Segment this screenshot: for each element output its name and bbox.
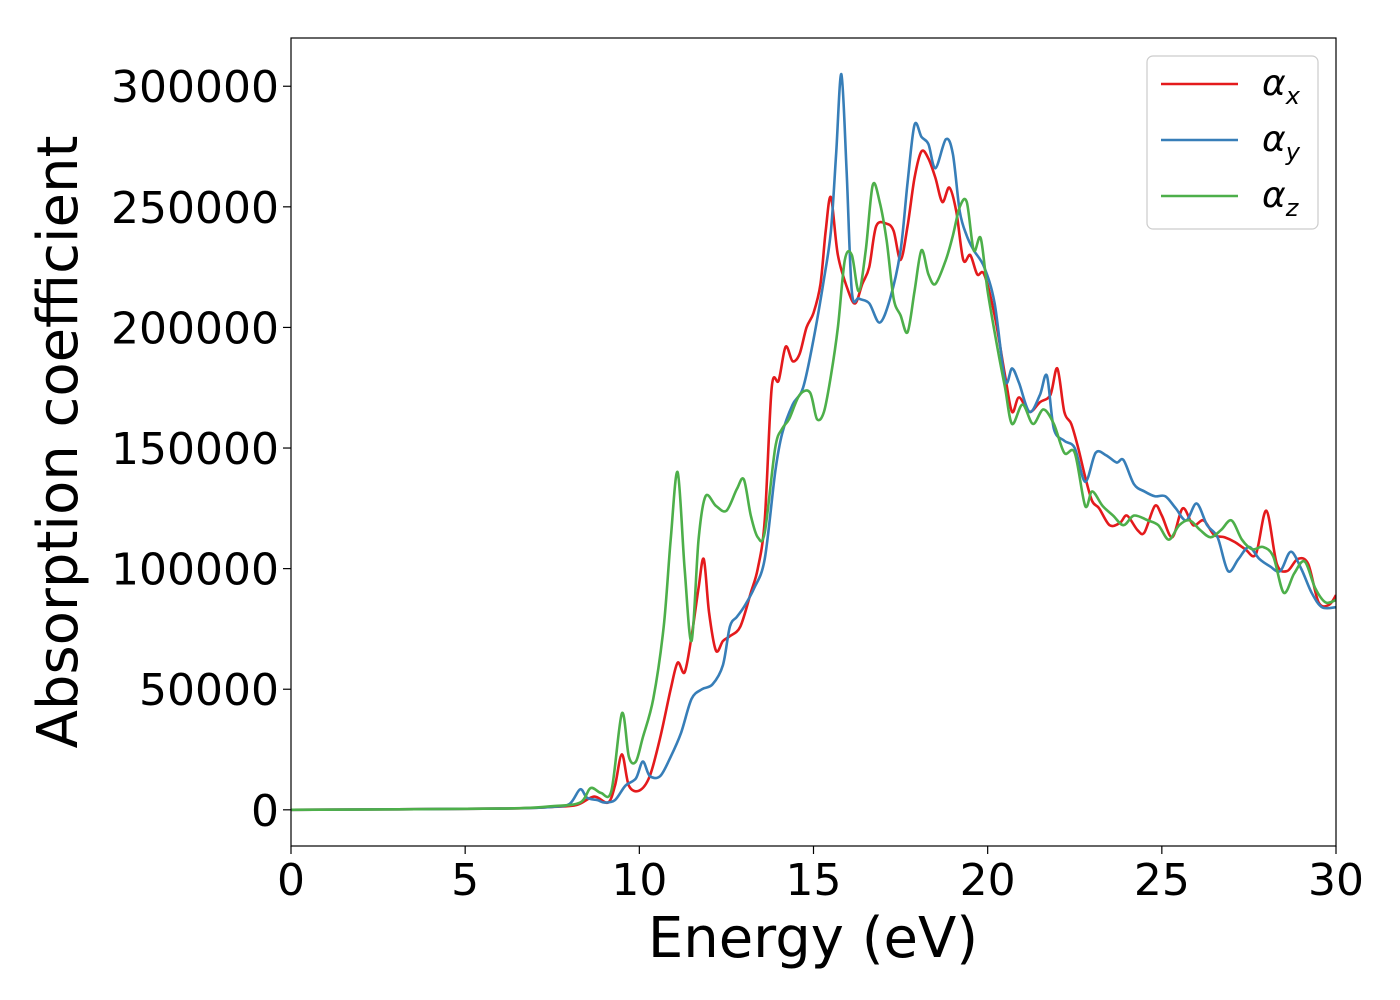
legend-label-alpha-z: αz (1262, 175, 1300, 222)
x-axis-ticks: 0 5 10 15 20 25 30 (277, 846, 1364, 906)
legend-label-alpha-x: αx (1262, 63, 1301, 110)
y-tick-label: 0 (251, 786, 279, 837)
legend-label-alpha-y: αy (1262, 119, 1301, 166)
x-tick-label: 15 (786, 855, 842, 906)
y-axis-label: Absorption coefficient (26, 136, 91, 749)
series-layer (291, 72, 1336, 812)
x-tick-label: 10 (611, 855, 667, 906)
y-tick-label: 100000 (111, 545, 279, 596)
x-tick-label: 30 (1308, 855, 1364, 906)
y-tick-label: 150000 (111, 424, 279, 475)
y-tick-label: 300000 (111, 62, 279, 113)
x-axis-label: Energy (eV) (648, 906, 978, 971)
x-tick-label: 20 (960, 855, 1016, 906)
legend-box (1146, 55, 1319, 230)
y-tick-label: 250000 (111, 183, 279, 234)
y-tick-label: 200000 (111, 303, 279, 354)
series-line-alpha-z (291, 181, 1336, 812)
legend: αx αy αz (1146, 55, 1319, 230)
series-line-alpha-y (291, 72, 1336, 812)
y-tick-label: 50000 (139, 665, 279, 716)
x-tick-label: 0 (277, 855, 305, 906)
x-tick-label: 5 (451, 855, 479, 906)
x-tick-label: 25 (1134, 855, 1190, 906)
y-axis-ticks: 0 50000 100000 150000 200000 250000 300000 (111, 62, 291, 837)
